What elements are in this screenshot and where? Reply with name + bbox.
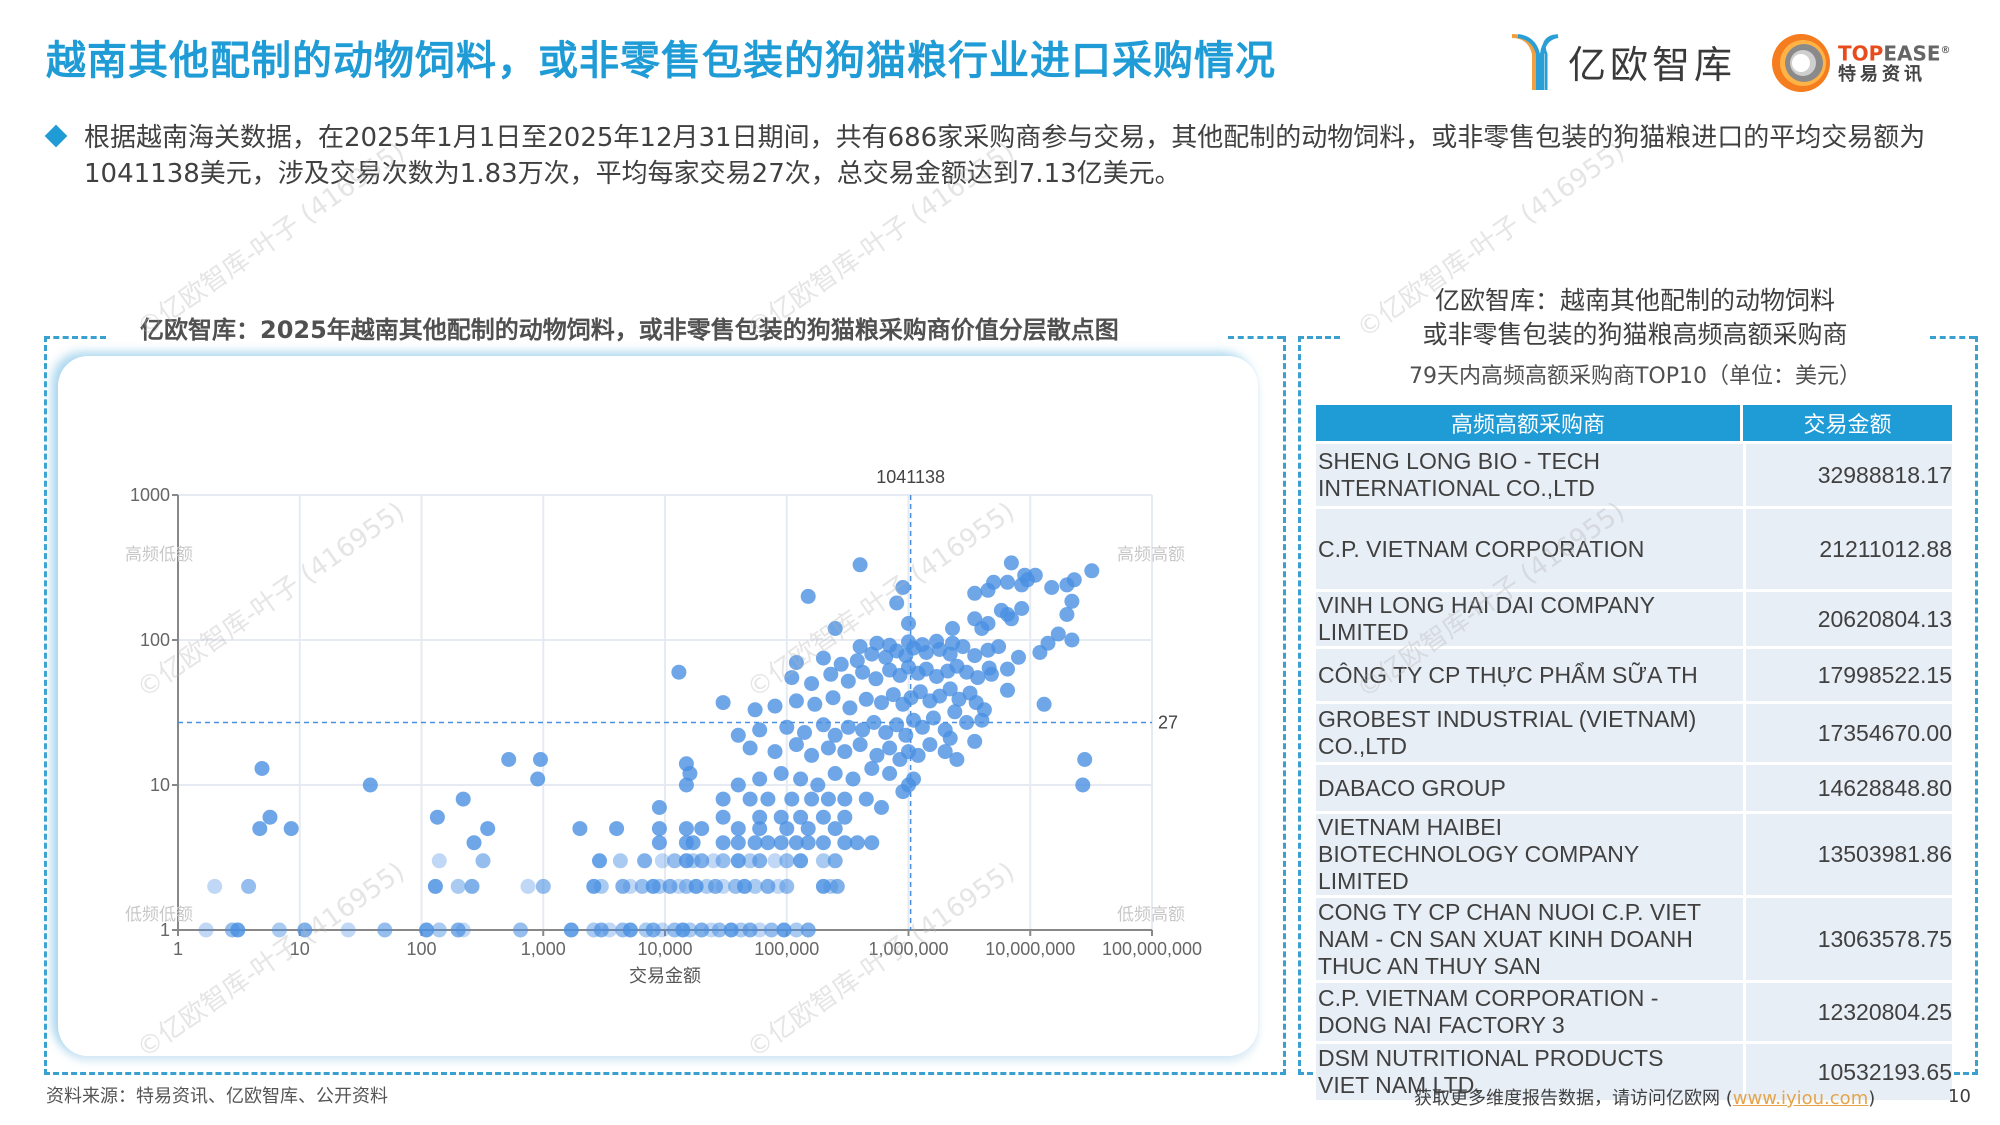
chart-reference-lines — [178, 495, 1152, 930]
svg-text:100,000: 100,000 — [754, 939, 819, 959]
svg-text:10: 10 — [150, 775, 170, 795]
table-row: VIETNAM HAIBEI BIOTECHNOLOGY COMPANY LIM… — [1316, 814, 1952, 895]
summary-text: 根据越南海关数据，在2025年1月1日至2025年12月31日期间，共有686家… — [84, 123, 1926, 189]
yiou-logo: 亿欧智库 — [1510, 30, 1736, 92]
topease-sub: 特易资讯 — [1838, 64, 1926, 86]
buyer-amount: 21211012.88 — [1743, 509, 1952, 589]
svg-text:交易金额: 交易金额 — [629, 966, 701, 986]
svg-text:1041138: 1041138 — [876, 467, 945, 487]
table-row: C.P. VIETNAM CORPORATION 21211012.88 — [1316, 509, 1952, 589]
more-info-note: 获取更多维度报告数据，请访问亿欧网 (www.iyiou.com) — [1414, 1088, 1876, 1109]
buyer-name: DABACO GROUP — [1316, 765, 1743, 811]
scatter-panel-frame — [44, 336, 1286, 1075]
yiou-logo-icon — [1511, 34, 1559, 90]
svg-text:10,000: 10,000 — [637, 939, 692, 959]
buyer-amount: 14628848.80 — [1743, 765, 1952, 811]
buyer-amount: 17354670.00 — [1743, 704, 1952, 762]
buyer-name: GROBEST INDUSTRIAL (VIETNAM) CO.,LTD — [1316, 704, 1743, 762]
svg-text:1,000: 1,000 — [521, 939, 566, 959]
col-header-buyer: 高频高额采购商 — [1316, 405, 1743, 441]
topease-logo: TOPEASE® 特易资讯 — [1770, 32, 1951, 94]
iyiou-link[interactable]: www.iyiou.com — [1732, 1088, 1869, 1109]
buyer-name: DSM NUTRITIONAL PRODUCTS VIET NAM LTD. — [1316, 1044, 1743, 1100]
frame-dash — [1298, 336, 1340, 339]
frame-dash — [1228, 336, 1283, 339]
svg-text:1: 1 — [160, 920, 170, 940]
table-row: SHENG LONG BIO - TECH INTERNATIONAL CO.,… — [1316, 444, 1952, 506]
top10-table: 高频高额采购商 交易金额 SHENG LONG BIO - TECH INTER… — [1316, 402, 1952, 1103]
yiou-logo-text: 亿欧智库 — [1568, 42, 1737, 87]
svg-text:高频低额: 高频低额 — [125, 545, 193, 564]
buyer-amount: 12320804.25 — [1743, 983, 1952, 1041]
buyer-amount: 20620804.13 — [1743, 592, 1952, 646]
svg-text:1,000,000: 1,000,000 — [868, 939, 948, 959]
svg-text:1: 1 — [173, 939, 183, 959]
svg-text:27: 27 — [1158, 712, 1178, 732]
buyer-name: VIETNAM HAIBEI BIOTECHNOLOGY COMPANY LIM… — [1316, 814, 1743, 895]
table-row: VINH LONG HAI DAI COMPANY LIMITED 2062080… — [1316, 592, 1952, 646]
page-number: 10 — [1948, 1086, 1971, 1107]
buyer-name: VINH LONG HAI DAI COMPANY LIMITED — [1316, 592, 1743, 646]
buyer-amount: 17998522.15 — [1743, 649, 1952, 701]
scatter-chart: 1 10 100 1,000 10,000 100,000 1,000,000 10,000,… — [125, 467, 1202, 986]
table-row: CONG TY CP CHAN NUOI C.P. VIET NAM - CN … — [1316, 898, 1952, 980]
buyer-name: C.P. VIETNAM CORPORATION - DONG NAI FACT… — [1316, 983, 1743, 1041]
table-row: DSM NUTRITIONAL PRODUCTS VIET NAM LTD. 10… — [1316, 1044, 1952, 1100]
frame-dash — [1930, 336, 1975, 339]
source-note: 资料来源：特易资讯、亿欧智库、公开资料 — [46, 1086, 388, 1107]
buyer-amount: 32988818.17 — [1743, 444, 1952, 506]
svg-text:低频高额: 低频高额 — [1117, 905, 1185, 924]
chart-grid — [178, 494, 1153, 930]
top10-title: 亿欧智库：越南其他配制的动物饲料 或非零售包装的狗猫粮高频高额采购商 — [1422, 286, 1848, 349]
table-row: DABACO GROUP 14628848.80 — [1316, 765, 1952, 811]
svg-text:低频低额: 低频低额 — [125, 905, 193, 924]
buyer-name: CÔNG TY CP THỰC PHẨM SỮA TH — [1316, 649, 1743, 701]
buyer-amount: 13063578.75 — [1743, 898, 1952, 980]
chart-axes — [172, 494, 1153, 936]
svg-text:高频高额: 高频高额 — [1117, 545, 1185, 564]
topease-brand: TOPEASE® — [1838, 41, 1951, 66]
svg-text:10: 10 — [290, 939, 310, 959]
svg-text:100,000,000: 100,000,000 — [1102, 939, 1202, 959]
summary-bullet: 根据越南海关数据，在2025年1月1日至2025年12月31日期间，共有686家… — [44, 120, 1968, 192]
chart-labels: 1 10 100 1,000 10,000 100,000 1,000,000 10,000,… — [125, 467, 1202, 986]
chart-points — [198, 555, 1100, 938]
col-header-amount: 交易金额 — [1743, 405, 1952, 441]
buyer-amount: 13503981.86 — [1743, 814, 1952, 895]
top10-subtitle: 79天内高频高额采购商TOP10（单位：美元） — [1408, 364, 1861, 389]
buyer-amount: 10532193.65 — [1743, 1044, 1952, 1100]
page-title: 越南其他配制的动物饲料，或非零售包装的狗猫粮行业进口采购情况 — [46, 38, 1276, 84]
topease-logo-icon — [1772, 34, 1830, 92]
buyer-name: SHENG LONG BIO - TECH INTERNATIONAL CO.,… — [1316, 444, 1743, 506]
table-row: GROBEST INDUSTRIAL (VIETNAM) CO.,LTD 1735… — [1316, 704, 1952, 762]
scatter-chart-card — [58, 356, 1258, 1056]
svg-text:10,000,000: 10,000,000 — [985, 939, 1075, 959]
table-row: CÔNG TY CP THỰC PHẨM SỮA TH 17998522.15 — [1316, 649, 1952, 701]
table-row: C.P. VIETNAM CORPORATION - DONG NAI FACT… — [1316, 983, 1952, 1041]
svg-text:1000: 1000 — [130, 485, 170, 505]
svg-text:100: 100 — [140, 630, 170, 650]
frame-dash — [44, 336, 106, 339]
svg-text:100: 100 — [406, 939, 436, 959]
buyer-name: CONG TY CP CHAN NUOI C.P. VIET NAM - CN … — [1316, 898, 1743, 980]
scatter-chart-title: 亿欧智库：2025年越南其他配制的动物饲料，或非零售包装的狗猫粮采购商价值分层散… — [140, 310, 1200, 345]
buyer-name: C.P. VIETNAM CORPORATION — [1316, 509, 1743, 589]
